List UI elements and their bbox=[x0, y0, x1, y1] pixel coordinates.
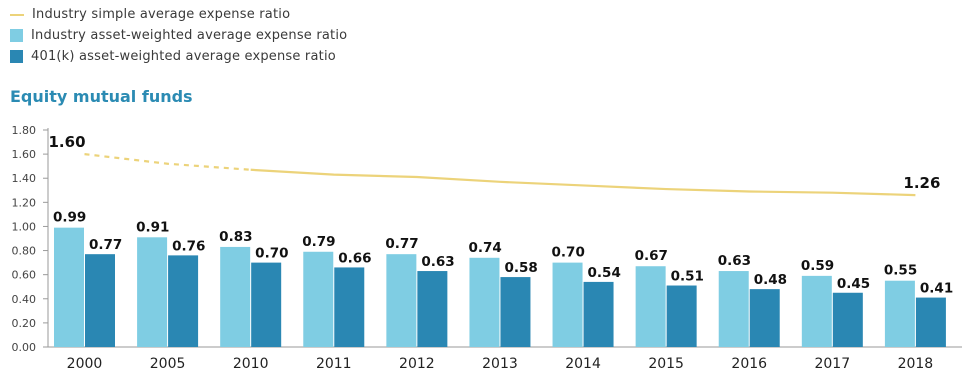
bar-401k-asset-weighted bbox=[417, 271, 448, 347]
bar-industry-asset-weighted bbox=[718, 271, 749, 347]
y-tick-label: 1.60 bbox=[12, 148, 37, 161]
bar-401k-asset-weighted bbox=[334, 267, 365, 347]
line-simple-average-dashed bbox=[84, 153, 251, 171]
chart-title: Equity mutual funds bbox=[10, 87, 193, 106]
legend-item-simple-average: Industry simple average expense ratio bbox=[10, 4, 347, 25]
bar-401k-asset-weighted bbox=[251, 262, 282, 347]
bar-industry-asset-weighted bbox=[552, 262, 583, 347]
y-tick-label: 1.20 bbox=[12, 196, 37, 209]
bar-industry-asset-weighted bbox=[801, 275, 832, 347]
bar-401k-asset-weighted bbox=[168, 255, 199, 347]
bar-label-industry: 0.83 bbox=[219, 229, 252, 245]
bar-label-industry: 0.99 bbox=[53, 210, 86, 226]
bar-label-401k: 0.51 bbox=[671, 269, 704, 285]
bar-401k-asset-weighted bbox=[85, 254, 115, 347]
x-tick-label: 2016 bbox=[731, 356, 767, 371]
x-tick-label: 2012 bbox=[399, 356, 435, 371]
bar-401k-asset-weighted bbox=[749, 289, 780, 347]
x-tick-label: 2010 bbox=[233, 356, 269, 371]
bar-industry-asset-weighted bbox=[220, 246, 251, 347]
bar-label-industry: 0.70 bbox=[552, 245, 585, 261]
line-point-label: 1.60 bbox=[49, 133, 86, 151]
bar-label-401k: 0.77 bbox=[89, 237, 122, 253]
bar-label-industry: 0.59 bbox=[801, 258, 834, 274]
y-tick-label: 1.00 bbox=[12, 220, 37, 233]
bar-label-industry: 0.74 bbox=[468, 240, 501, 256]
x-tick-label: 2018 bbox=[898, 356, 934, 371]
line-simple-average-solid bbox=[250, 168, 916, 197]
x-tick-label: 2017 bbox=[814, 356, 850, 371]
bar-label-industry: 0.63 bbox=[718, 253, 751, 269]
x-tick-label: 2014 bbox=[565, 356, 601, 371]
y-tick-label: 0.00 bbox=[12, 341, 37, 354]
bar-401k-asset-weighted bbox=[915, 297, 946, 347]
bar-label-industry: 0.79 bbox=[302, 234, 335, 250]
bar-industry-asset-weighted bbox=[54, 227, 84, 347]
bar-label-industry: 0.91 bbox=[136, 219, 169, 235]
bar-industry-asset-weighted bbox=[884, 280, 915, 347]
y-tick-label: 1.80 bbox=[12, 124, 37, 137]
bar-401k-asset-weighted bbox=[666, 285, 697, 347]
y-tick-label: 1.40 bbox=[12, 172, 37, 185]
x-tick-label: 2005 bbox=[150, 356, 186, 371]
bar-industry-asset-weighted bbox=[303, 251, 334, 347]
bar-label-industry: 0.55 bbox=[884, 263, 917, 279]
bar-industry-asset-weighted bbox=[386, 254, 417, 347]
x-tick-label: 2015 bbox=[648, 356, 684, 371]
bar-industry-asset-weighted bbox=[635, 266, 666, 347]
bar-401k-asset-weighted bbox=[583, 281, 614, 347]
bar-label-401k: 0.66 bbox=[338, 250, 371, 266]
x-tick-label: 2011 bbox=[316, 356, 352, 371]
y-tick-label: 0.80 bbox=[12, 245, 37, 258]
x-tick-label: 2013 bbox=[482, 356, 518, 371]
bar-label-401k: 0.58 bbox=[504, 260, 537, 276]
bar-label-industry: 0.77 bbox=[385, 236, 418, 252]
bar-label-401k: 0.41 bbox=[920, 281, 953, 297]
y-tick-label: 0.40 bbox=[12, 293, 37, 306]
legend-swatch-box bbox=[10, 50, 23, 63]
bar-label-401k: 0.48 bbox=[754, 272, 787, 288]
bar-label-401k: 0.63 bbox=[421, 254, 454, 270]
legend-swatch-box bbox=[10, 29, 23, 42]
legend-swatch-line bbox=[10, 13, 24, 16]
legend: Industry simple average expense ratio In… bbox=[10, 4, 347, 67]
bar-industry-asset-weighted bbox=[469, 257, 500, 347]
legend-item-401k-asset-weighted: 401(k) asset-weighted average expense ra… bbox=[10, 46, 347, 67]
bar-label-401k: 0.54 bbox=[588, 265, 621, 281]
bar-label-401k: 0.70 bbox=[255, 246, 288, 262]
legend-label: Industry asset-weighted average expense … bbox=[31, 28, 348, 43]
bar-401k-asset-weighted bbox=[500, 277, 531, 347]
line-point-label: 1.26 bbox=[903, 174, 940, 192]
bar-label-industry: 0.67 bbox=[635, 248, 668, 264]
legend-label: 401(k) asset-weighted average expense ra… bbox=[31, 49, 336, 64]
x-tick-label: 2000 bbox=[67, 356, 103, 371]
bar-401k-asset-weighted bbox=[832, 292, 863, 347]
y-tick-label: 0.60 bbox=[12, 269, 37, 282]
bar-label-401k: 0.45 bbox=[837, 276, 870, 292]
bar-industry-asset-weighted bbox=[137, 237, 168, 347]
bar-label-401k: 0.76 bbox=[172, 238, 205, 254]
legend-item-industry-asset-weighted: Industry asset-weighted average expense … bbox=[10, 25, 347, 46]
legend-label: Industry simple average expense ratio bbox=[32, 7, 291, 22]
y-tick-label: 0.20 bbox=[12, 317, 37, 330]
